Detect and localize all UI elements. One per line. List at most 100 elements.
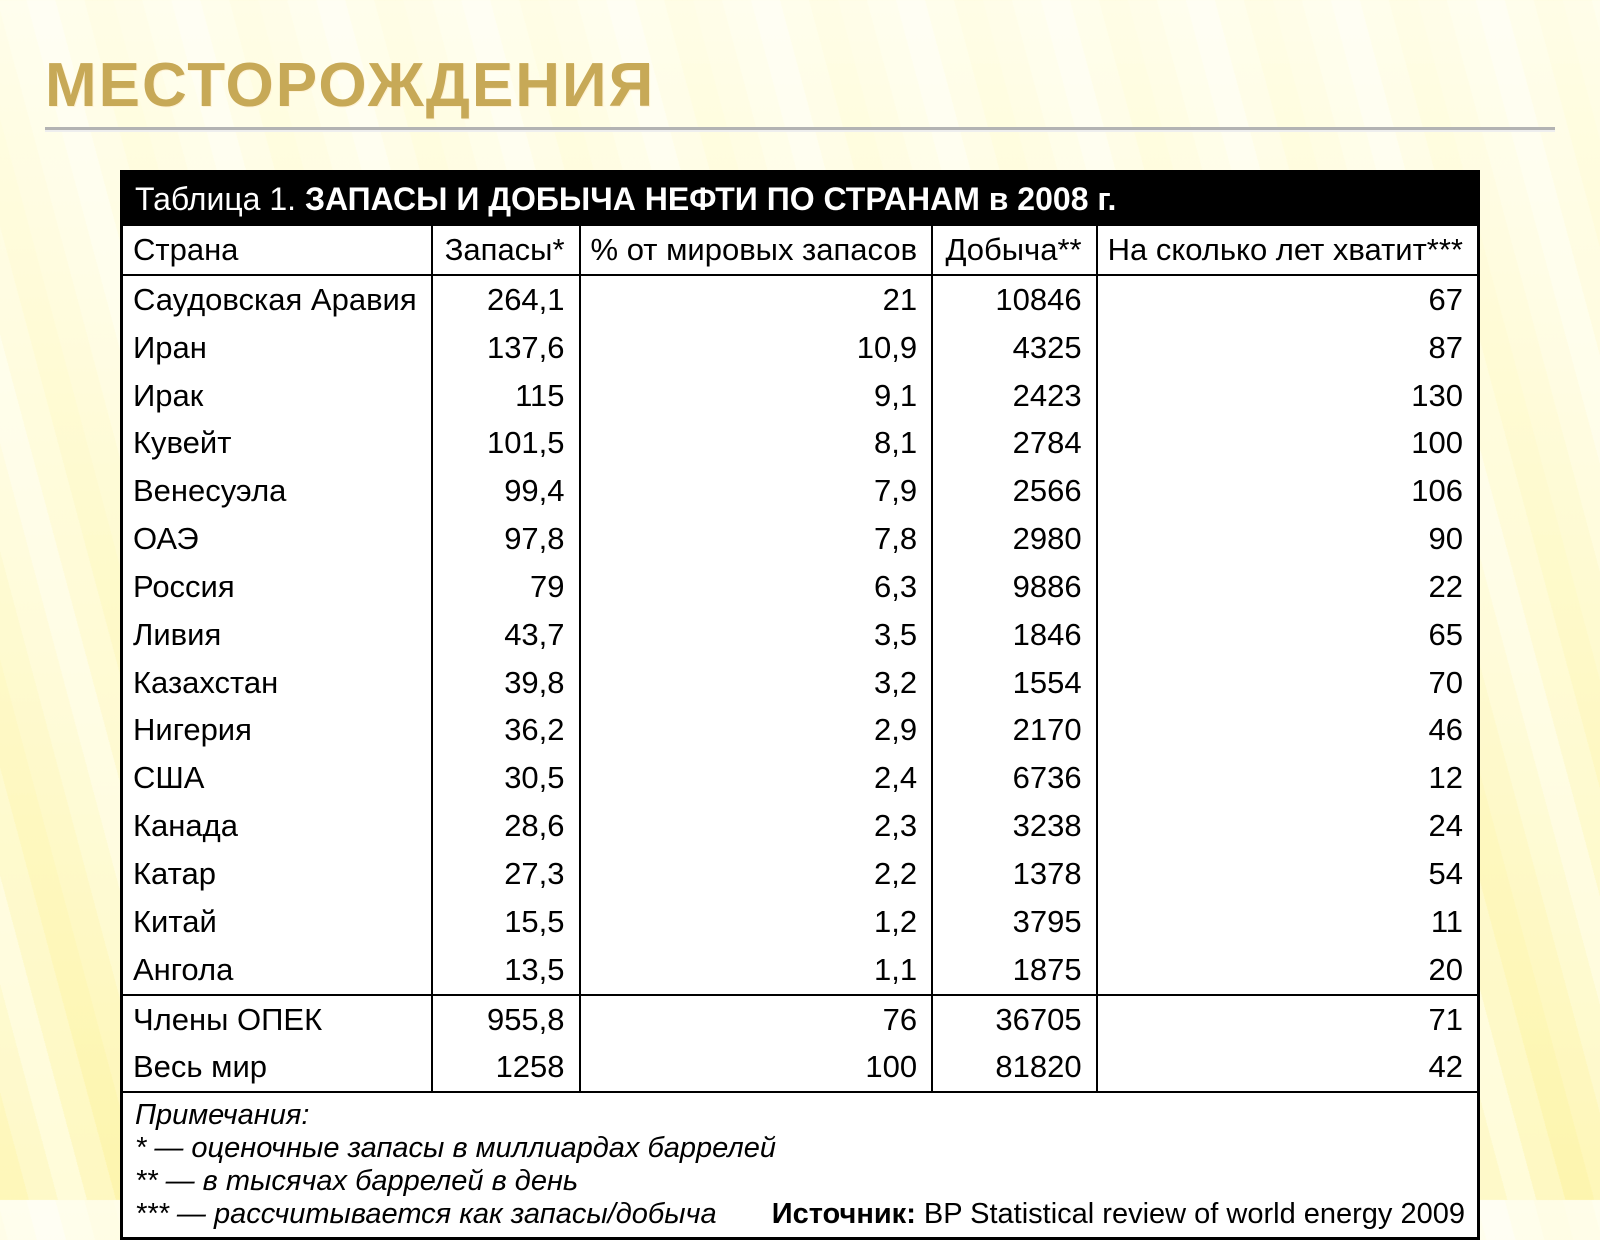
table-row: Ливия43,73,5184665: [123, 611, 1477, 659]
cell-value: 97,8: [432, 515, 580, 563]
cell-country: Казахстан: [123, 659, 432, 707]
table-row: Нигерия36,22,9217046: [123, 706, 1477, 754]
notes-heading: Примечания:: [135, 1099, 1465, 1132]
cell-country: Иран: [123, 324, 432, 372]
cell-value: 1,2: [580, 898, 933, 946]
cell-value: 3,5: [580, 611, 933, 659]
col-percent: % от мировых запасов: [580, 226, 933, 275]
cell-country: Весь мир: [123, 1043, 432, 1092]
cell-value: 2,2: [580, 850, 933, 898]
cell-value: 1258: [432, 1043, 580, 1092]
cell-country: ОАЭ: [123, 515, 432, 563]
col-reserves: Запасы*: [432, 226, 580, 275]
table-row: Канада28,62,3323824: [123, 802, 1477, 850]
cell-value: 2,3: [580, 802, 933, 850]
cell-value: 12: [1097, 754, 1477, 802]
cell-value: 3,2: [580, 659, 933, 707]
cell-value: 2,9: [580, 706, 933, 754]
cell-value: 67: [1097, 275, 1477, 324]
cell-country: США: [123, 754, 432, 802]
cell-value: 100: [1097, 419, 1477, 467]
cell-value: 2,4: [580, 754, 933, 802]
cell-value: 115: [432, 372, 580, 420]
table-row: Члены ОПЕК955,8763670571: [123, 995, 1477, 1044]
cell-country: Саудовская Аравия: [123, 275, 432, 324]
cell-value: 2980: [932, 515, 1096, 563]
cell-value: 10,9: [580, 324, 933, 372]
cell-value: 54: [1097, 850, 1477, 898]
table-row: ОАЭ97,87,8298090: [123, 515, 1477, 563]
cell-value: 7,9: [580, 467, 933, 515]
table-row: Весь мир12581008182042: [123, 1043, 1477, 1092]
cell-value: 1875: [932, 946, 1096, 995]
note-line: *** — рассчитывается как запасы/добыча: [135, 1198, 717, 1231]
cell-value: 3238: [932, 802, 1096, 850]
cell-value: 1,1: [580, 946, 933, 995]
table-row: Казахстан39,83,2155470: [123, 659, 1477, 707]
caption-prefix: Таблица 1.: [135, 181, 305, 217]
cell-value: 7,8: [580, 515, 933, 563]
cell-value: 65: [1097, 611, 1477, 659]
caption-main: ЗАПАСЫ И ДОБЫЧА НЕФТИ ПО СТРАНАМ в 2008 …: [305, 181, 1116, 217]
table-row: Китай15,51,2379511: [123, 898, 1477, 946]
cell-value: 30,5: [432, 754, 580, 802]
cell-value: 4325: [932, 324, 1096, 372]
cell-value: 21: [580, 275, 933, 324]
cell-value: 36,2: [432, 706, 580, 754]
cell-value: 36705: [932, 995, 1096, 1044]
col-production: Добыча**: [932, 226, 1096, 275]
cell-country: Члены ОПЕК: [123, 995, 432, 1044]
oil-reserves-table-container: Таблица 1. ЗАПАСЫ И ДОБЫЧА НЕФТИ ПО СТРА…: [120, 170, 1480, 1240]
cell-value: 24: [1097, 802, 1477, 850]
source: Источник: BP Statistical review of world…: [772, 1198, 1465, 1231]
cell-country: Нигерия: [123, 706, 432, 754]
cell-value: 1378: [932, 850, 1096, 898]
cell-value: 15,5: [432, 898, 580, 946]
cell-value: 13,5: [432, 946, 580, 995]
cell-value: 2170: [932, 706, 1096, 754]
cell-value: 2423: [932, 372, 1096, 420]
cell-country: Ирак: [123, 372, 432, 420]
cell-value: 2566: [932, 467, 1096, 515]
cell-value: 6,3: [580, 563, 933, 611]
cell-value: 137,6: [432, 324, 580, 372]
table-row: Ангола13,51,1187520: [123, 946, 1477, 995]
cell-value: 6736: [932, 754, 1096, 802]
source-label: Источник:: [772, 1198, 916, 1230]
note-line: ** — в тысячах баррелей в день: [135, 1165, 1465, 1198]
table-caption: Таблица 1. ЗАПАСЫ И ДОБЫЧА НЕФТИ ПО СТРА…: [123, 173, 1477, 226]
cell-value: 1846: [932, 611, 1096, 659]
cell-value: 9886: [932, 563, 1096, 611]
cell-value: 70: [1097, 659, 1477, 707]
cell-value: 20: [1097, 946, 1477, 995]
table-notes: Примечания: * — оценочные запасы в милли…: [123, 1093, 1477, 1237]
table-row: Иран137,610,9432587: [123, 324, 1477, 372]
cell-value: 10846: [932, 275, 1096, 324]
cell-value: 28,6: [432, 802, 580, 850]
source-text: BP Statistical review of world energy 20…: [924, 1198, 1465, 1230]
cell-country: Катар: [123, 850, 432, 898]
page-title: МЕСТОРОЖДЕНИЯ: [45, 50, 1555, 121]
cell-value: 71: [1097, 995, 1477, 1044]
cell-value: 3795: [932, 898, 1096, 946]
cell-value: 27,3: [432, 850, 580, 898]
cell-value: 81820: [932, 1043, 1096, 1092]
cell-value: 43,7: [432, 611, 580, 659]
cell-value: 87: [1097, 324, 1477, 372]
title-underline: [45, 127, 1555, 130]
cell-value: 101,5: [432, 419, 580, 467]
table-row: Россия796,3988622: [123, 563, 1477, 611]
col-country: Страна: [123, 226, 432, 275]
cell-value: 90: [1097, 515, 1477, 563]
cell-value: 1554: [932, 659, 1096, 707]
cell-country: Канада: [123, 802, 432, 850]
cell-value: 46: [1097, 706, 1477, 754]
cell-country: Венесуэла: [123, 467, 432, 515]
cell-value: 955,8: [432, 995, 580, 1044]
cell-value: 42: [1097, 1043, 1477, 1092]
cell-value: 2784: [932, 419, 1096, 467]
cell-value: 22: [1097, 563, 1477, 611]
table-row: Саудовская Аравия264,1211084667: [123, 275, 1477, 324]
cell-value: 264,1: [432, 275, 580, 324]
table-header-row: Страна Запасы* % от мировых запасов Добы…: [123, 226, 1477, 275]
